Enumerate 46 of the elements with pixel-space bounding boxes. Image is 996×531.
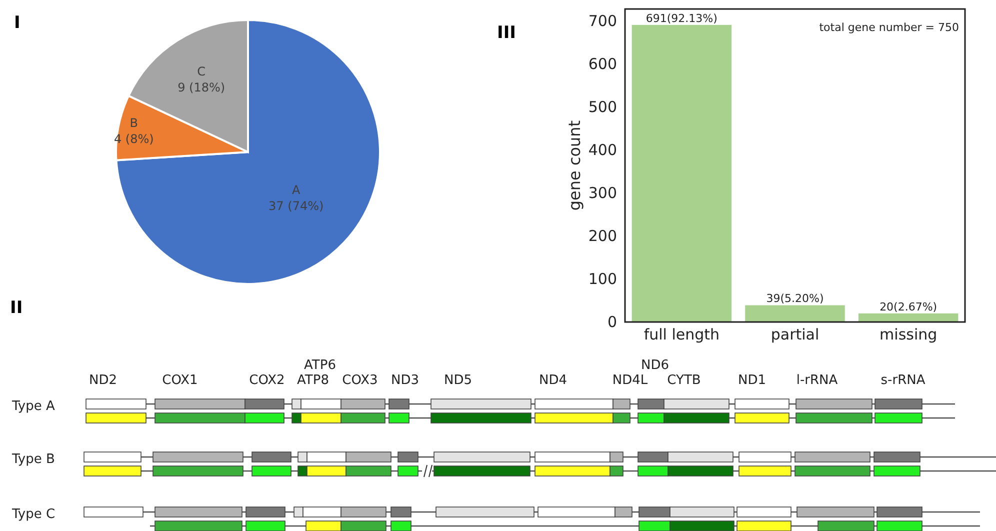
- y-tick-label: 0: [607, 312, 617, 331]
- slice-label: C: [197, 64, 206, 78]
- text: COX1: [162, 373, 198, 388]
- x-tick-label: missing: [880, 326, 938, 344]
- text: COX3: [342, 373, 378, 388]
- x-tick-label: full length: [644, 326, 720, 344]
- text: ND4: [538, 373, 568, 388]
- text: Type C: [11, 507, 56, 522]
- bar: [632, 24, 732, 322]
- y-tick-label: 400: [588, 140, 617, 159]
- data-label: 9 (18%): [178, 80, 226, 94]
- data-label: 39(5.20%): [766, 292, 824, 306]
- data-label: 691(92.13%): [646, 12, 718, 25]
- text: ND3: [390, 373, 420, 388]
- text: ND5: [444, 373, 472, 388]
- text: ND6: [640, 358, 670, 373]
- text: III: [497, 23, 516, 43]
- text: ND4L: [612, 373, 648, 388]
- y-tick-label: 500: [588, 98, 617, 116]
- text: s-rRNA: [880, 373, 926, 388]
- text: ATP8: [297, 373, 329, 388]
- data-label: 20(2.67%): [880, 300, 938, 314]
- text: ND1: [738, 373, 766, 388]
- data-label: 37 (74%): [268, 199, 324, 214]
- x-tick-label: partial: [770, 326, 820, 344]
- y-tick-label: 700: [588, 12, 617, 30]
- y-tick-label: 100: [588, 270, 617, 288]
- y-tick-label: 200: [588, 226, 617, 245]
- text: Type A: [11, 399, 55, 414]
- text: CYTB: [667, 373, 701, 388]
- pie-slice: [115, 19, 381, 285]
- y-tick-label: 300: [588, 184, 617, 202]
- annotation: total gene number = 750: [819, 21, 959, 34]
- text: II: [10, 298, 23, 318]
- bar: [745, 305, 845, 322]
- slice-label: A: [292, 183, 302, 198]
- text: ATP6: [304, 358, 336, 373]
- text: Type B: [11, 452, 55, 467]
- slice-label: B: [130, 116, 138, 130]
- chart-title: I: [14, 13, 20, 33]
- y-tick-label: 600: [588, 54, 617, 73]
- text: COX2: [249, 373, 285, 388]
- text: l-rRNA: [796, 373, 838, 388]
- bar: [858, 313, 958, 322]
- y-axis-title: gene count: [565, 120, 584, 211]
- text: ND2: [88, 373, 118, 388]
